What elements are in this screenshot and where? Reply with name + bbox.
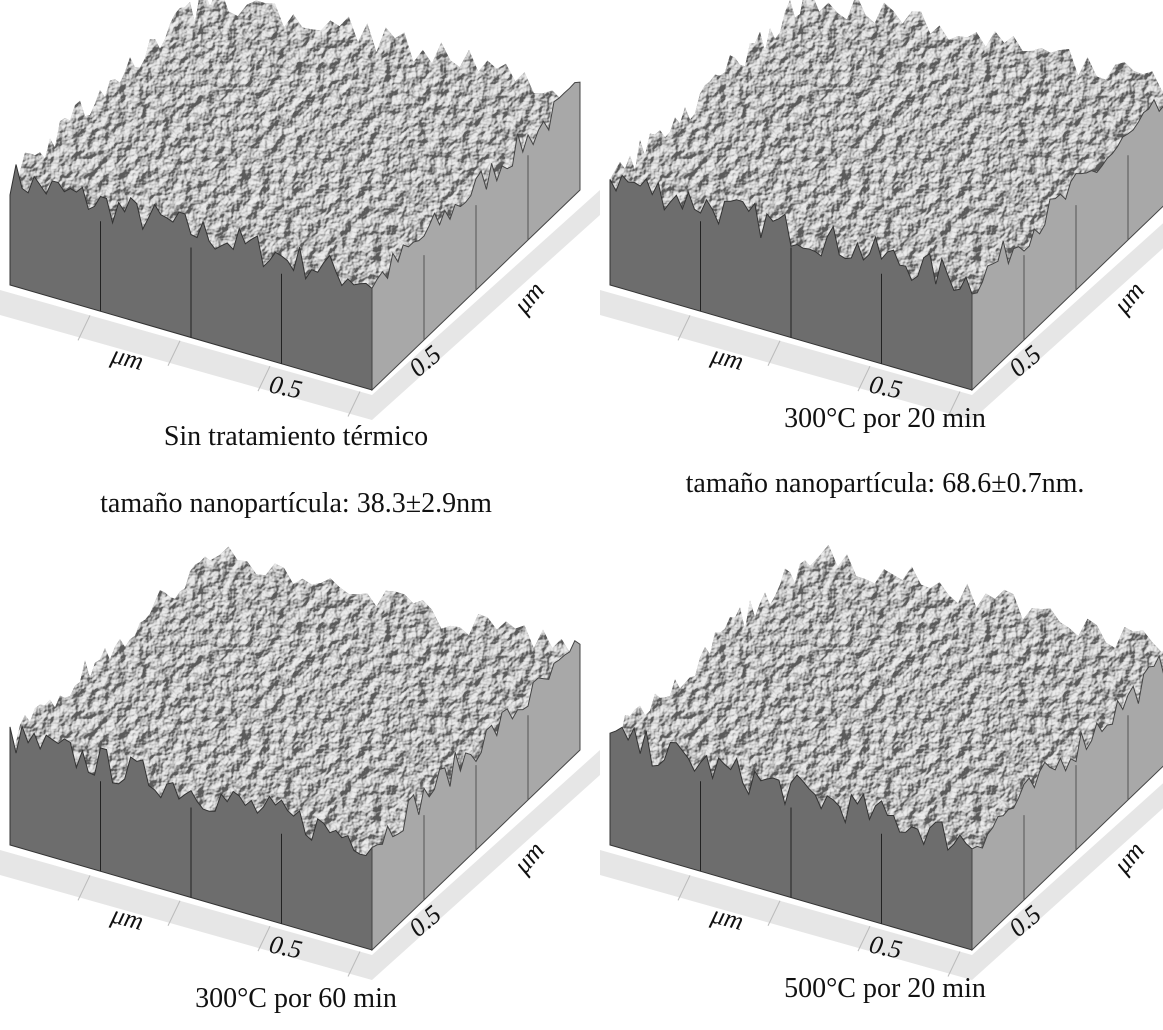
x-axis-tick: 0.5 bbox=[867, 370, 905, 405]
x-axis-tick: 0.5 bbox=[267, 370, 305, 405]
subcaption: tamaño nanopartícula: 38.3±2.9nm bbox=[100, 488, 492, 519]
x-axis-tick: 0.5 bbox=[267, 930, 305, 965]
figure: μm0.50.5μmSin tratamiento térmicotamaño … bbox=[0, 0, 1163, 1030]
caption: 500°C por 20 min bbox=[784, 973, 986, 1004]
afm-panel: μm0.50.5μm bbox=[0, 547, 600, 980]
caption: 300°C por 60 min bbox=[195, 983, 397, 1014]
x-axis-tick: 0.5 bbox=[867, 930, 905, 965]
afm-panel: μm0.50.5μm bbox=[600, 0, 1163, 420]
caption: 300°C por 20 min bbox=[784, 403, 986, 434]
afm-panel: μm0.50.5μm bbox=[600, 545, 1163, 980]
subcaption: tamaño nanopartícula: 68.6±0.7nm. bbox=[686, 468, 1085, 499]
afm-panel: μm0.50.5μm bbox=[0, 0, 600, 420]
caption: Sin tratamiento térmico bbox=[164, 421, 428, 452]
